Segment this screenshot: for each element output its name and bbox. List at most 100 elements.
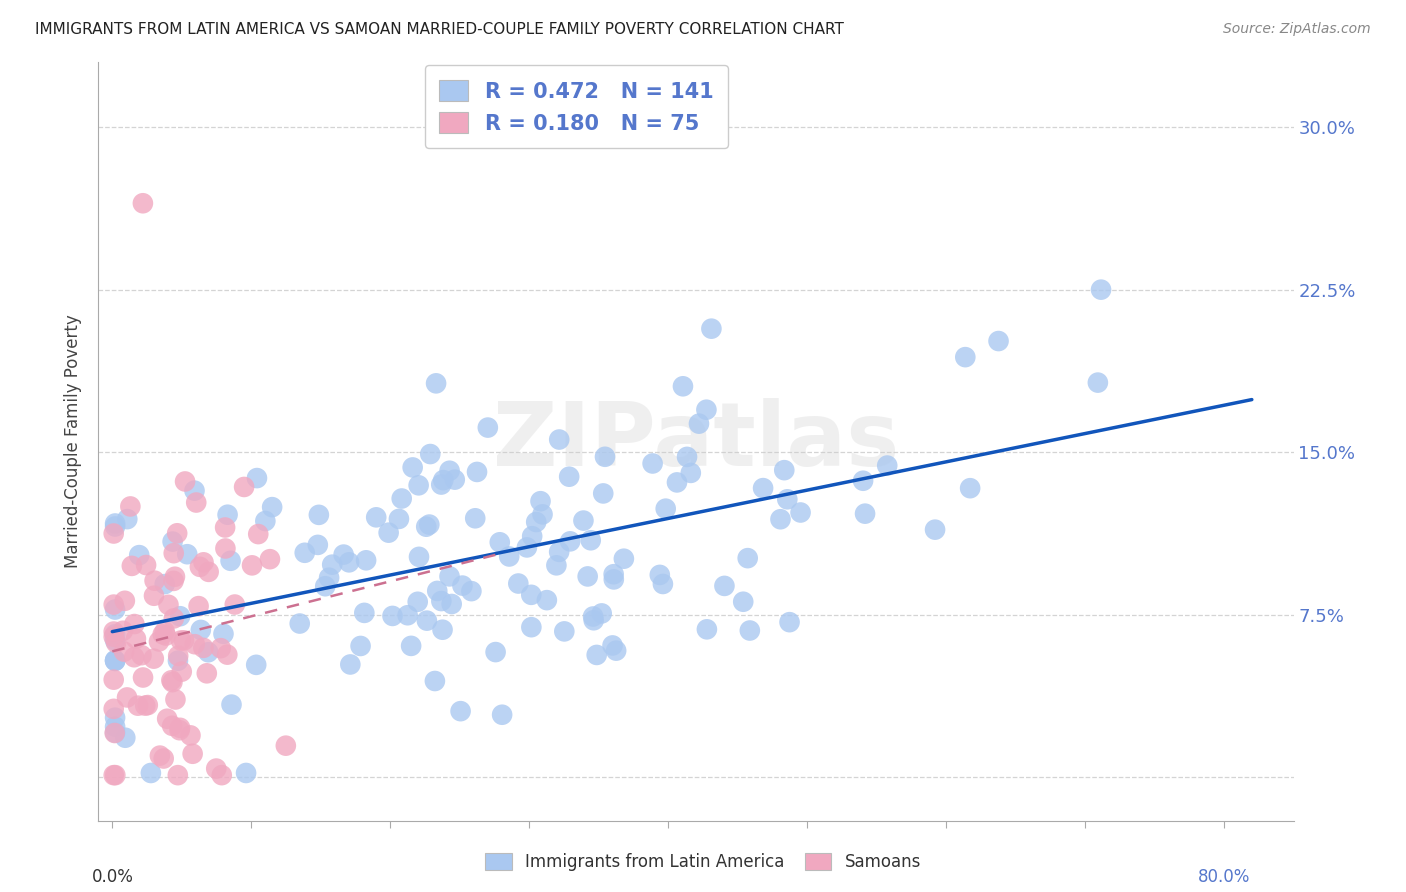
Point bbox=[153, 624, 176, 639]
Point bbox=[388, 512, 411, 526]
Point bbox=[531, 508, 554, 522]
Point bbox=[773, 463, 796, 477]
Point bbox=[166, 526, 188, 541]
Point bbox=[190, 623, 212, 637]
Point bbox=[776, 492, 799, 507]
Point bbox=[576, 569, 599, 583]
Point bbox=[498, 549, 520, 564]
Point bbox=[465, 465, 488, 479]
Point bbox=[170, 633, 193, 648]
Point bbox=[876, 458, 898, 473]
Point bbox=[104, 654, 127, 668]
Point bbox=[134, 698, 156, 713]
Point bbox=[197, 645, 219, 659]
Point bbox=[240, 558, 263, 573]
Point bbox=[217, 648, 239, 662]
Point bbox=[779, 615, 801, 629]
Point bbox=[181, 747, 204, 761]
Text: Source: ZipAtlas.com: Source: ZipAtlas.com bbox=[1223, 22, 1371, 37]
Point bbox=[104, 711, 127, 725]
Point bbox=[148, 634, 170, 648]
Point bbox=[321, 558, 343, 572]
Point bbox=[112, 644, 135, 658]
Point bbox=[163, 546, 186, 560]
Point bbox=[520, 620, 543, 634]
Point bbox=[522, 529, 544, 543]
Point bbox=[160, 719, 183, 733]
Point bbox=[169, 721, 191, 735]
Text: ZIPatlas: ZIPatlas bbox=[494, 398, 898, 485]
Point bbox=[648, 568, 671, 582]
Point bbox=[955, 350, 977, 364]
Point bbox=[349, 639, 371, 653]
Point bbox=[415, 519, 437, 533]
Point bbox=[162, 574, 184, 588]
Point bbox=[520, 588, 543, 602]
Point bbox=[738, 624, 761, 638]
Point bbox=[104, 726, 127, 740]
Point bbox=[654, 501, 676, 516]
Point bbox=[924, 523, 946, 537]
Point bbox=[536, 593, 558, 607]
Point bbox=[245, 657, 267, 672]
Point bbox=[560, 534, 582, 549]
Point bbox=[153, 577, 176, 591]
Point bbox=[122, 650, 145, 665]
Point bbox=[430, 477, 453, 491]
Point bbox=[396, 608, 419, 623]
Point bbox=[381, 608, 404, 623]
Point bbox=[165, 692, 187, 706]
Point bbox=[591, 607, 613, 621]
Point bbox=[186, 495, 208, 509]
Point bbox=[337, 555, 360, 569]
Point bbox=[214, 541, 236, 556]
Point bbox=[104, 725, 127, 739]
Point bbox=[408, 478, 430, 492]
Point bbox=[120, 500, 142, 514]
Point bbox=[166, 768, 188, 782]
Point bbox=[136, 698, 159, 712]
Point bbox=[274, 739, 297, 753]
Point bbox=[443, 473, 465, 487]
Point bbox=[104, 633, 127, 648]
Point bbox=[548, 433, 571, 447]
Point bbox=[152, 627, 174, 641]
Point bbox=[117, 512, 139, 526]
Point bbox=[439, 569, 461, 583]
Y-axis label: Married-Couple Family Poverty: Married-Couple Family Poverty bbox=[65, 315, 83, 568]
Point bbox=[259, 552, 281, 566]
Point bbox=[157, 598, 180, 612]
Point bbox=[354, 553, 377, 567]
Text: IMMIGRANTS FROM LATIN AMERICA VS SAMOAN MARRIED-COUPLE FAMILY POVERTY CORRELATIO: IMMIGRANTS FROM LATIN AMERICA VS SAMOAN … bbox=[35, 22, 844, 37]
Point bbox=[307, 538, 329, 552]
Point bbox=[212, 627, 235, 641]
Point bbox=[221, 698, 243, 712]
Point bbox=[160, 673, 183, 688]
Point bbox=[593, 450, 616, 464]
Point bbox=[214, 520, 236, 534]
Point bbox=[103, 526, 125, 541]
Point bbox=[143, 574, 166, 588]
Point bbox=[432, 473, 454, 487]
Point bbox=[695, 402, 717, 417]
Point bbox=[104, 627, 127, 641]
Point bbox=[416, 614, 439, 628]
Legend: Immigrants from Latin America, Samoans: Immigrants from Latin America, Samoans bbox=[477, 845, 929, 880]
Point bbox=[339, 657, 361, 672]
Point bbox=[193, 640, 215, 655]
Point bbox=[508, 576, 530, 591]
Point bbox=[132, 196, 155, 211]
Point bbox=[114, 594, 136, 608]
Point bbox=[353, 606, 375, 620]
Point bbox=[651, 577, 673, 591]
Point bbox=[484, 645, 506, 659]
Point bbox=[430, 594, 453, 608]
Point bbox=[174, 475, 197, 489]
Point bbox=[423, 673, 446, 688]
Point bbox=[104, 602, 127, 616]
Point bbox=[1090, 283, 1112, 297]
Text: 0.0%: 0.0% bbox=[91, 868, 134, 887]
Point bbox=[209, 641, 232, 656]
Point bbox=[104, 768, 127, 782]
Point bbox=[579, 533, 602, 548]
